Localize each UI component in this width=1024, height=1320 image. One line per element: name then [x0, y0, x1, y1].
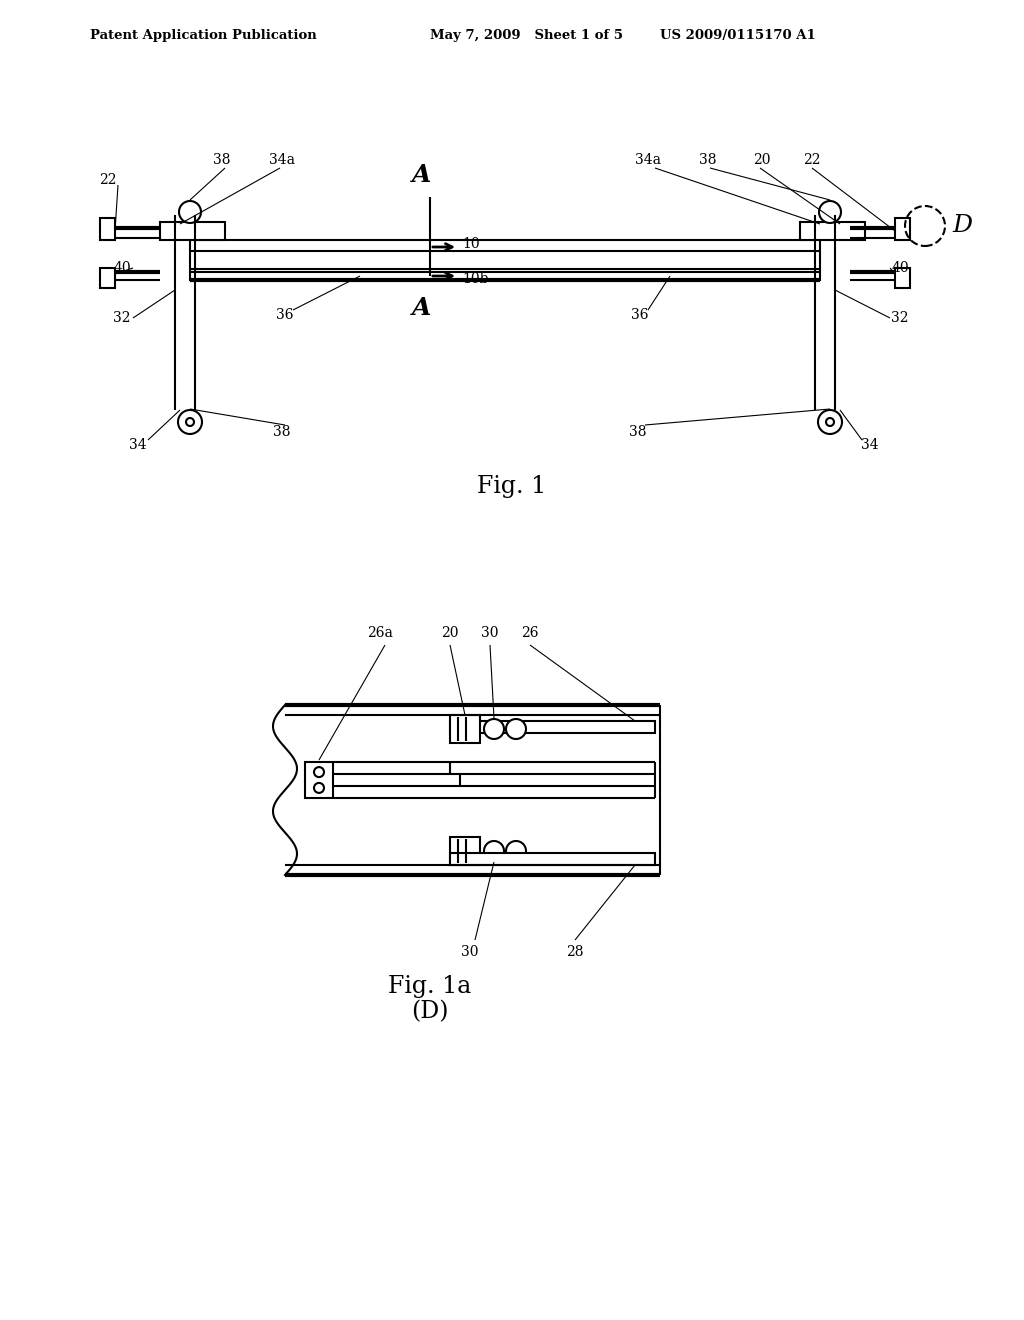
Text: Patent Application Publication: Patent Application Publication [90, 29, 316, 41]
Text: (D): (D) [412, 1001, 449, 1023]
Bar [450, 837, 480, 865]
Text: 38: 38 [273, 425, 291, 440]
Text: 32: 32 [891, 312, 908, 325]
Circle shape [179, 201, 201, 223]
Circle shape [178, 411, 202, 434]
Circle shape [484, 719, 504, 739]
Circle shape [484, 841, 504, 861]
Bar [190, 240, 820, 280]
Text: 34a: 34a [635, 153, 662, 168]
Circle shape [506, 841, 526, 861]
Text: 10b: 10b [462, 272, 488, 286]
Text: 26a: 26a [367, 626, 393, 640]
Text: 10: 10 [462, 238, 479, 251]
Circle shape [818, 411, 842, 434]
Circle shape [819, 201, 841, 223]
Text: 38: 38 [213, 153, 230, 168]
Text: 40: 40 [891, 261, 909, 275]
Bar [450, 853, 655, 865]
Bar [800, 222, 865, 240]
Text: 26: 26 [521, 626, 539, 640]
Bar [895, 218, 910, 240]
Text: 22: 22 [803, 153, 821, 168]
Circle shape [314, 767, 324, 777]
Text: 36: 36 [276, 308, 294, 322]
Text: US 2009/0115170 A1: US 2009/0115170 A1 [660, 29, 816, 41]
Text: 30: 30 [481, 626, 499, 640]
Bar [100, 268, 115, 288]
Circle shape [314, 783, 324, 793]
Text: 36: 36 [631, 308, 649, 322]
Text: A: A [413, 296, 432, 319]
Text: 20: 20 [441, 626, 459, 640]
Text: 30: 30 [461, 945, 479, 960]
Text: Fig. 1: Fig. 1 [477, 475, 547, 498]
Text: 20: 20 [754, 153, 771, 168]
Circle shape [506, 719, 526, 739]
Text: 40: 40 [114, 261, 131, 275]
Bar [450, 721, 655, 733]
Text: 34a: 34a [269, 153, 295, 168]
Text: 34: 34 [861, 438, 879, 451]
Text: 22: 22 [99, 173, 117, 187]
Text: 32: 32 [114, 312, 131, 325]
Bar [450, 715, 480, 743]
Circle shape [186, 418, 194, 426]
Bar [895, 268, 910, 288]
Bar [160, 222, 225, 240]
Circle shape [826, 418, 834, 426]
Text: May 7, 2009   Sheet 1 of 5: May 7, 2009 Sheet 1 of 5 [430, 29, 623, 41]
Text: 28: 28 [566, 945, 584, 960]
Text: A: A [413, 162, 432, 187]
Text: 34: 34 [129, 438, 146, 451]
Text: 38: 38 [699, 153, 717, 168]
Bar [100, 218, 115, 240]
Text: D: D [952, 214, 972, 238]
Text: Fig. 1a: Fig. 1a [388, 975, 472, 998]
Text: 38: 38 [630, 425, 647, 440]
Bar [305, 762, 333, 799]
